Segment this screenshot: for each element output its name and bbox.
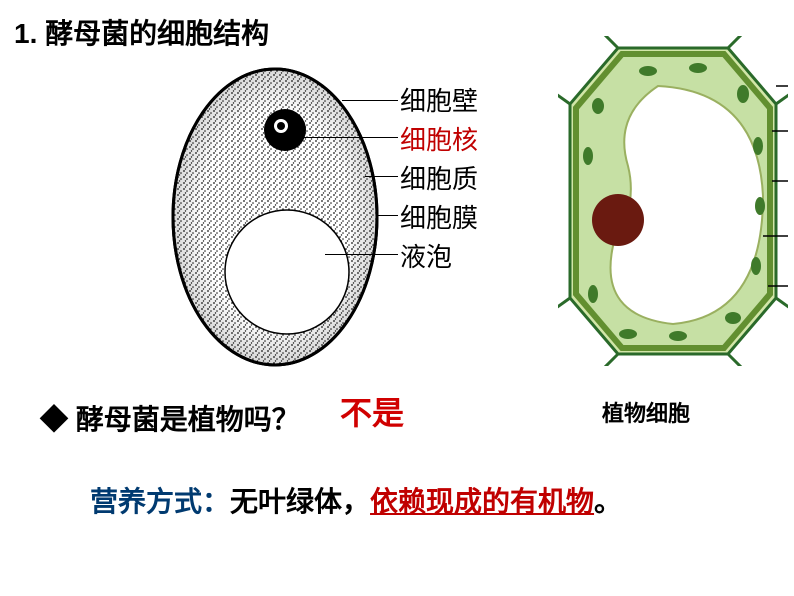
yeast-cell-diagram	[165, 62, 385, 372]
label-membrane: 细胞膜	[400, 199, 478, 238]
leader-line	[325, 254, 398, 255]
nutrition-mid: 无叶绿体，	[230, 486, 370, 517]
nutrition-highlight: 依赖现成的有机物	[370, 486, 594, 517]
answer-text: 不是	[340, 388, 404, 434]
plant-cell-svg	[558, 36, 788, 366]
yeast-labels: 细胞壁 细胞核 细胞质 细胞膜 液泡	[400, 82, 478, 277]
leader-line	[376, 215, 398, 216]
label-nucleus: 细胞核	[400, 121, 478, 160]
label-cell-wall: 细胞壁	[400, 82, 478, 121]
page-title: 1. 酵母菌的细胞结构	[14, 12, 269, 52]
label-cytoplasm: 细胞质	[400, 160, 478, 199]
leader-line	[342, 100, 398, 101]
leader-line	[300, 137, 398, 138]
label-vacuole: 液泡	[400, 238, 478, 277]
plant-cell-caption: 植物细胞	[602, 396, 690, 428]
yeast-cell-svg	[165, 62, 385, 372]
nutrition-prefix: 营养方式：	[90, 486, 230, 517]
nutrition-suffix: 。	[594, 486, 622, 517]
plant-cell-diagram	[558, 36, 788, 366]
question-text: ◆ 酵母菌是植物吗？	[40, 398, 300, 438]
leader-line	[365, 176, 398, 177]
nutrition-line: 营养方式：无叶绿体，依赖现成的有机物。	[90, 480, 622, 520]
